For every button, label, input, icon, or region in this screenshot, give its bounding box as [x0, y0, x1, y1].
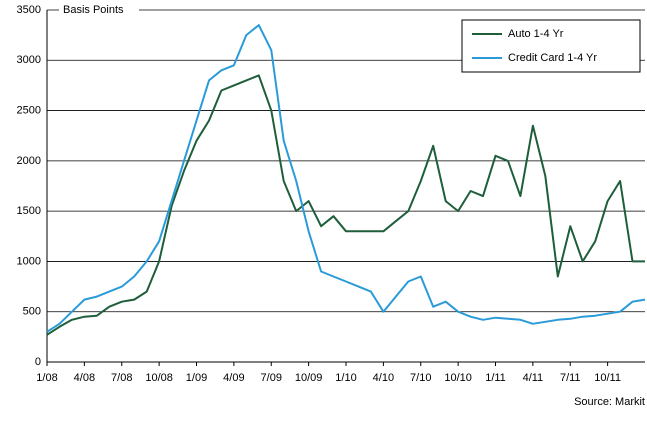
x-tick-label: 4/09: [223, 372, 244, 384]
ylabel-bg: [59, 3, 139, 17]
x-tick-label: 7/09: [261, 372, 282, 384]
y-tick-label: 500: [23, 306, 41, 318]
x-tick-label: 10/08: [145, 372, 173, 384]
x-tick-label: 7/11: [560, 372, 581, 384]
x-tick-label: 10/11: [594, 372, 621, 384]
series-line: [46, 24, 646, 333]
x-tick-label: 1/10: [335, 372, 356, 384]
x-tick-label: 10/09: [295, 372, 323, 384]
legend-box: [461, 19, 641, 73]
x-tick-label: 4/08: [74, 372, 95, 384]
x-tick-label: 1/11: [485, 372, 506, 384]
x-tick-label: 1/09: [186, 372, 207, 384]
legend-label: Credit Card 1-4 Yr: [508, 52, 597, 64]
x-tick-label: 4/11: [523, 372, 544, 384]
x-tick-label: 1/08: [36, 372, 57, 384]
x-tick-label: 4/10: [373, 372, 394, 384]
x-tick-label: 10/10: [444, 372, 472, 384]
x-tick-label: 7/08: [111, 372, 132, 384]
y-axis-label: Basis Points: [63, 4, 124, 16]
y-tick-label: 1500: [17, 205, 41, 217]
source-note: Source: Markit: [574, 396, 645, 408]
series-line: [46, 74, 645, 336]
y-tick-label: 2000: [17, 155, 41, 167]
legend-label: Auto 1-4 Yr: [508, 28, 564, 40]
y-tick-label: 2500: [17, 104, 41, 116]
y-tick-label: 3000: [17, 54, 41, 66]
y-tick-label: 0: [35, 356, 41, 368]
y-tick-label: 1000: [17, 255, 41, 267]
x-tick-label: 7/10: [410, 372, 431, 384]
y-tick-label: 3500: [17, 4, 41, 16]
